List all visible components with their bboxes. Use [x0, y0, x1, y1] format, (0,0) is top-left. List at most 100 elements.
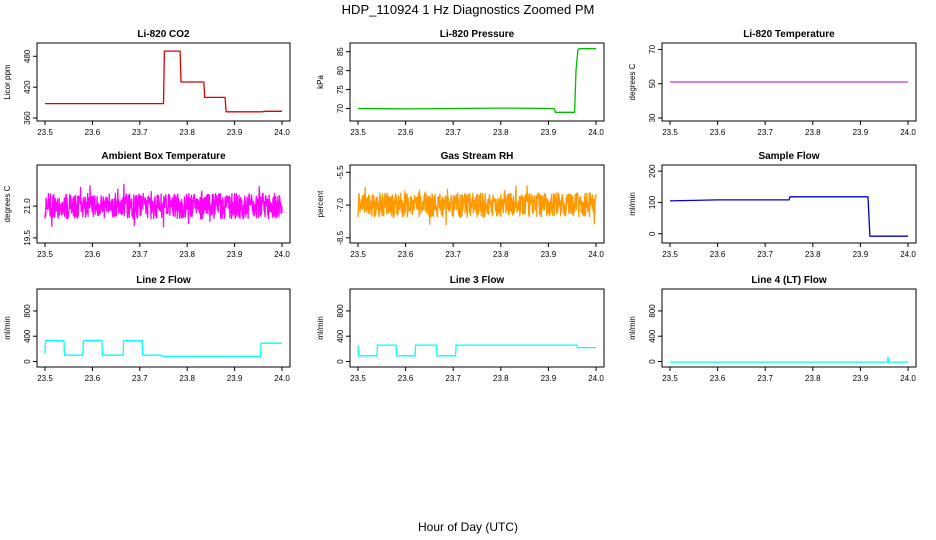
x-tick-label: 24.0: [274, 374, 290, 383]
panel-title-li820temp: Li-820 Temperature: [743, 29, 835, 40]
x-tick-label: 23.7: [445, 250, 461, 259]
x-tick-label: 23.5: [662, 374, 678, 383]
x-tick-label: 23.5: [350, 250, 366, 259]
y-tick-label: 360: [23, 111, 32, 125]
panels: Li-820 CO2 23.5 23.6 23.7 23.8 23.9 24.0 360 420…: [3, 29, 917, 383]
plot-frame-sample: [661, 164, 917, 244]
x-tick-label: 23.5: [350, 128, 366, 137]
x-tick-label: 23.6: [85, 374, 101, 383]
panel-title-rh: Gas Stream RH: [441, 151, 514, 162]
panel-title-co2: Li-820 CO2: [137, 29, 190, 40]
y-axis-label-li820temp: degrees C: [628, 63, 637, 100]
x-tick-label: 23.6: [85, 250, 101, 259]
x-tick-label: 23.9: [227, 250, 243, 259]
x-tick-label: 23.5: [37, 128, 53, 137]
x-tick-label: 23.8: [805, 128, 821, 137]
x-tick-label: 23.6: [710, 128, 726, 137]
panel-line2: Line 2 Flow 23.5 23.6 23.7 23.8 23.9 24.0 0 400 8…: [3, 275, 291, 383]
x-tick-label: 23.9: [541, 250, 557, 259]
panel-line4: Line 4 (LT) Flow 23.5 23.6 23.7 23.8 23.9 24.0…: [628, 275, 917, 383]
y-tick-label: 80: [336, 66, 345, 75]
x-tick-label: 23.7: [445, 374, 461, 383]
x-tick-label: 23.8: [179, 250, 195, 259]
plot-frame-pressure: [349, 42, 605, 122]
x-tick-label: 24.0: [274, 250, 290, 259]
y-tick-label: 0: [23, 359, 32, 364]
series-line-rh: [357, 185, 597, 226]
x-tick-label: 23.7: [757, 128, 773, 137]
y-axis-label-line4: ml/min: [628, 316, 637, 340]
x-tick-label: 24.0: [900, 374, 916, 383]
series-line-line4: [670, 356, 908, 363]
x-tick-label: 23.7: [445, 128, 461, 137]
figure-xlabel: Hour of Day (UTC): [418, 520, 518, 534]
x-tick-label: 23.6: [710, 374, 726, 383]
x-tick-label: 23.6: [710, 250, 726, 259]
panel-ambbox: Ambient Box Temperature 23.5 23.6 23.7 23.8 2…: [3, 151, 291, 259]
x-tick-label: 23.9: [227, 128, 243, 137]
x-tick-label: 23.8: [805, 250, 821, 259]
plot-frame-li820temp: [661, 42, 917, 122]
x-tick-label: 23.5: [662, 128, 678, 137]
x-tick-label: 24.0: [900, 128, 916, 137]
y-tick-label: -5.5: [336, 165, 345, 179]
y-axis-label-ambbox: degrees C: [3, 185, 12, 222]
plot-frame-line4: [661, 288, 917, 368]
panel-sample: Sample Flow 23.5 23.6 23.7 23.8 23.9 24.0 0 100 2…: [628, 151, 917, 259]
series-line-line3: [357, 344, 596, 357]
panel-title-line3: Line 3 Flow: [450, 275, 505, 286]
x-tick-label: 23.8: [493, 128, 509, 137]
y-tick-label: 100: [648, 195, 657, 209]
x-tick-label: 23.6: [398, 250, 414, 259]
x-tick-label: 24.0: [274, 128, 290, 137]
y-tick-label: 70: [336, 104, 345, 113]
y-tick-label: 19.5: [23, 230, 32, 246]
panel-pressure: Li-820 Pressure 23.5 23.6 23.7 23.8 23.9 24.0 7…: [316, 29, 605, 137]
y-axis-label-co2: Licor ppm: [3, 64, 12, 99]
x-tick-label: 23.7: [132, 128, 148, 137]
figure-title: HDP_110924 1 Hz Diagnostics Zoomed PM: [342, 2, 595, 17]
y-tick-label: 85: [336, 47, 345, 56]
y-tick-label: 800: [336, 304, 345, 318]
x-tick-label: 24.0: [588, 374, 604, 383]
y-tick-label: 75: [336, 85, 345, 94]
x-tick-label: 23.6: [398, 374, 414, 383]
y-tick-label: 50: [648, 79, 657, 88]
panel-line3: Line 3 Flow 23.5 23.6 23.7 23.8 23.9 24.0 0 400 8…: [316, 275, 605, 383]
panel-title-line4: Line 4 (LT) Flow: [751, 275, 827, 286]
x-tick-label: 23.9: [227, 374, 243, 383]
panel-co2: Li-820 CO2 23.5 23.6 23.7 23.8 23.9 24.0 360 420…: [3, 29, 291, 137]
y-tick-label: 0: [648, 359, 657, 364]
series-line-pressure: [357, 48, 596, 113]
x-tick-label: 23.8: [493, 250, 509, 259]
x-tick-label: 23.8: [493, 374, 509, 383]
x-tick-label: 23.5: [37, 250, 53, 259]
x-tick-label: 23.9: [541, 374, 557, 383]
panel-title-pressure: Li-820 Pressure: [440, 29, 515, 40]
series-line-co2: [45, 50, 282, 113]
x-tick-label: 23.9: [853, 128, 869, 137]
y-tick-label: 400: [23, 329, 32, 343]
y-tick-label: 21.0: [23, 198, 32, 214]
panel-title-ambbox: Ambient Box Temperature: [101, 151, 226, 162]
x-tick-label: 23.7: [757, 374, 773, 383]
x-tick-label: 23.9: [541, 128, 557, 137]
panel-title-line2: Line 2 Flow: [136, 275, 191, 286]
y-tick-label: 0: [336, 359, 345, 364]
y-tick-label: 400: [336, 329, 345, 343]
plot-frame-rh: [349, 164, 605, 244]
plot-frame-line3: [349, 288, 605, 368]
x-tick-label: 23.7: [132, 374, 148, 383]
y-tick-label: 420: [23, 80, 32, 94]
y-tick-label: 800: [648, 304, 657, 318]
x-tick-label: 23.6: [85, 128, 101, 137]
y-tick-label: 70: [648, 44, 657, 53]
x-tick-label: 23.5: [350, 374, 366, 383]
y-axis-label-line3: ml/min: [316, 316, 325, 340]
plot-frame-line2: [36, 288, 291, 368]
y-tick-label: 800: [23, 304, 32, 318]
y-axis-label-sample: ml/min: [628, 192, 637, 216]
x-tick-label: 24.0: [900, 250, 916, 259]
x-tick-label: 23.7: [132, 250, 148, 259]
